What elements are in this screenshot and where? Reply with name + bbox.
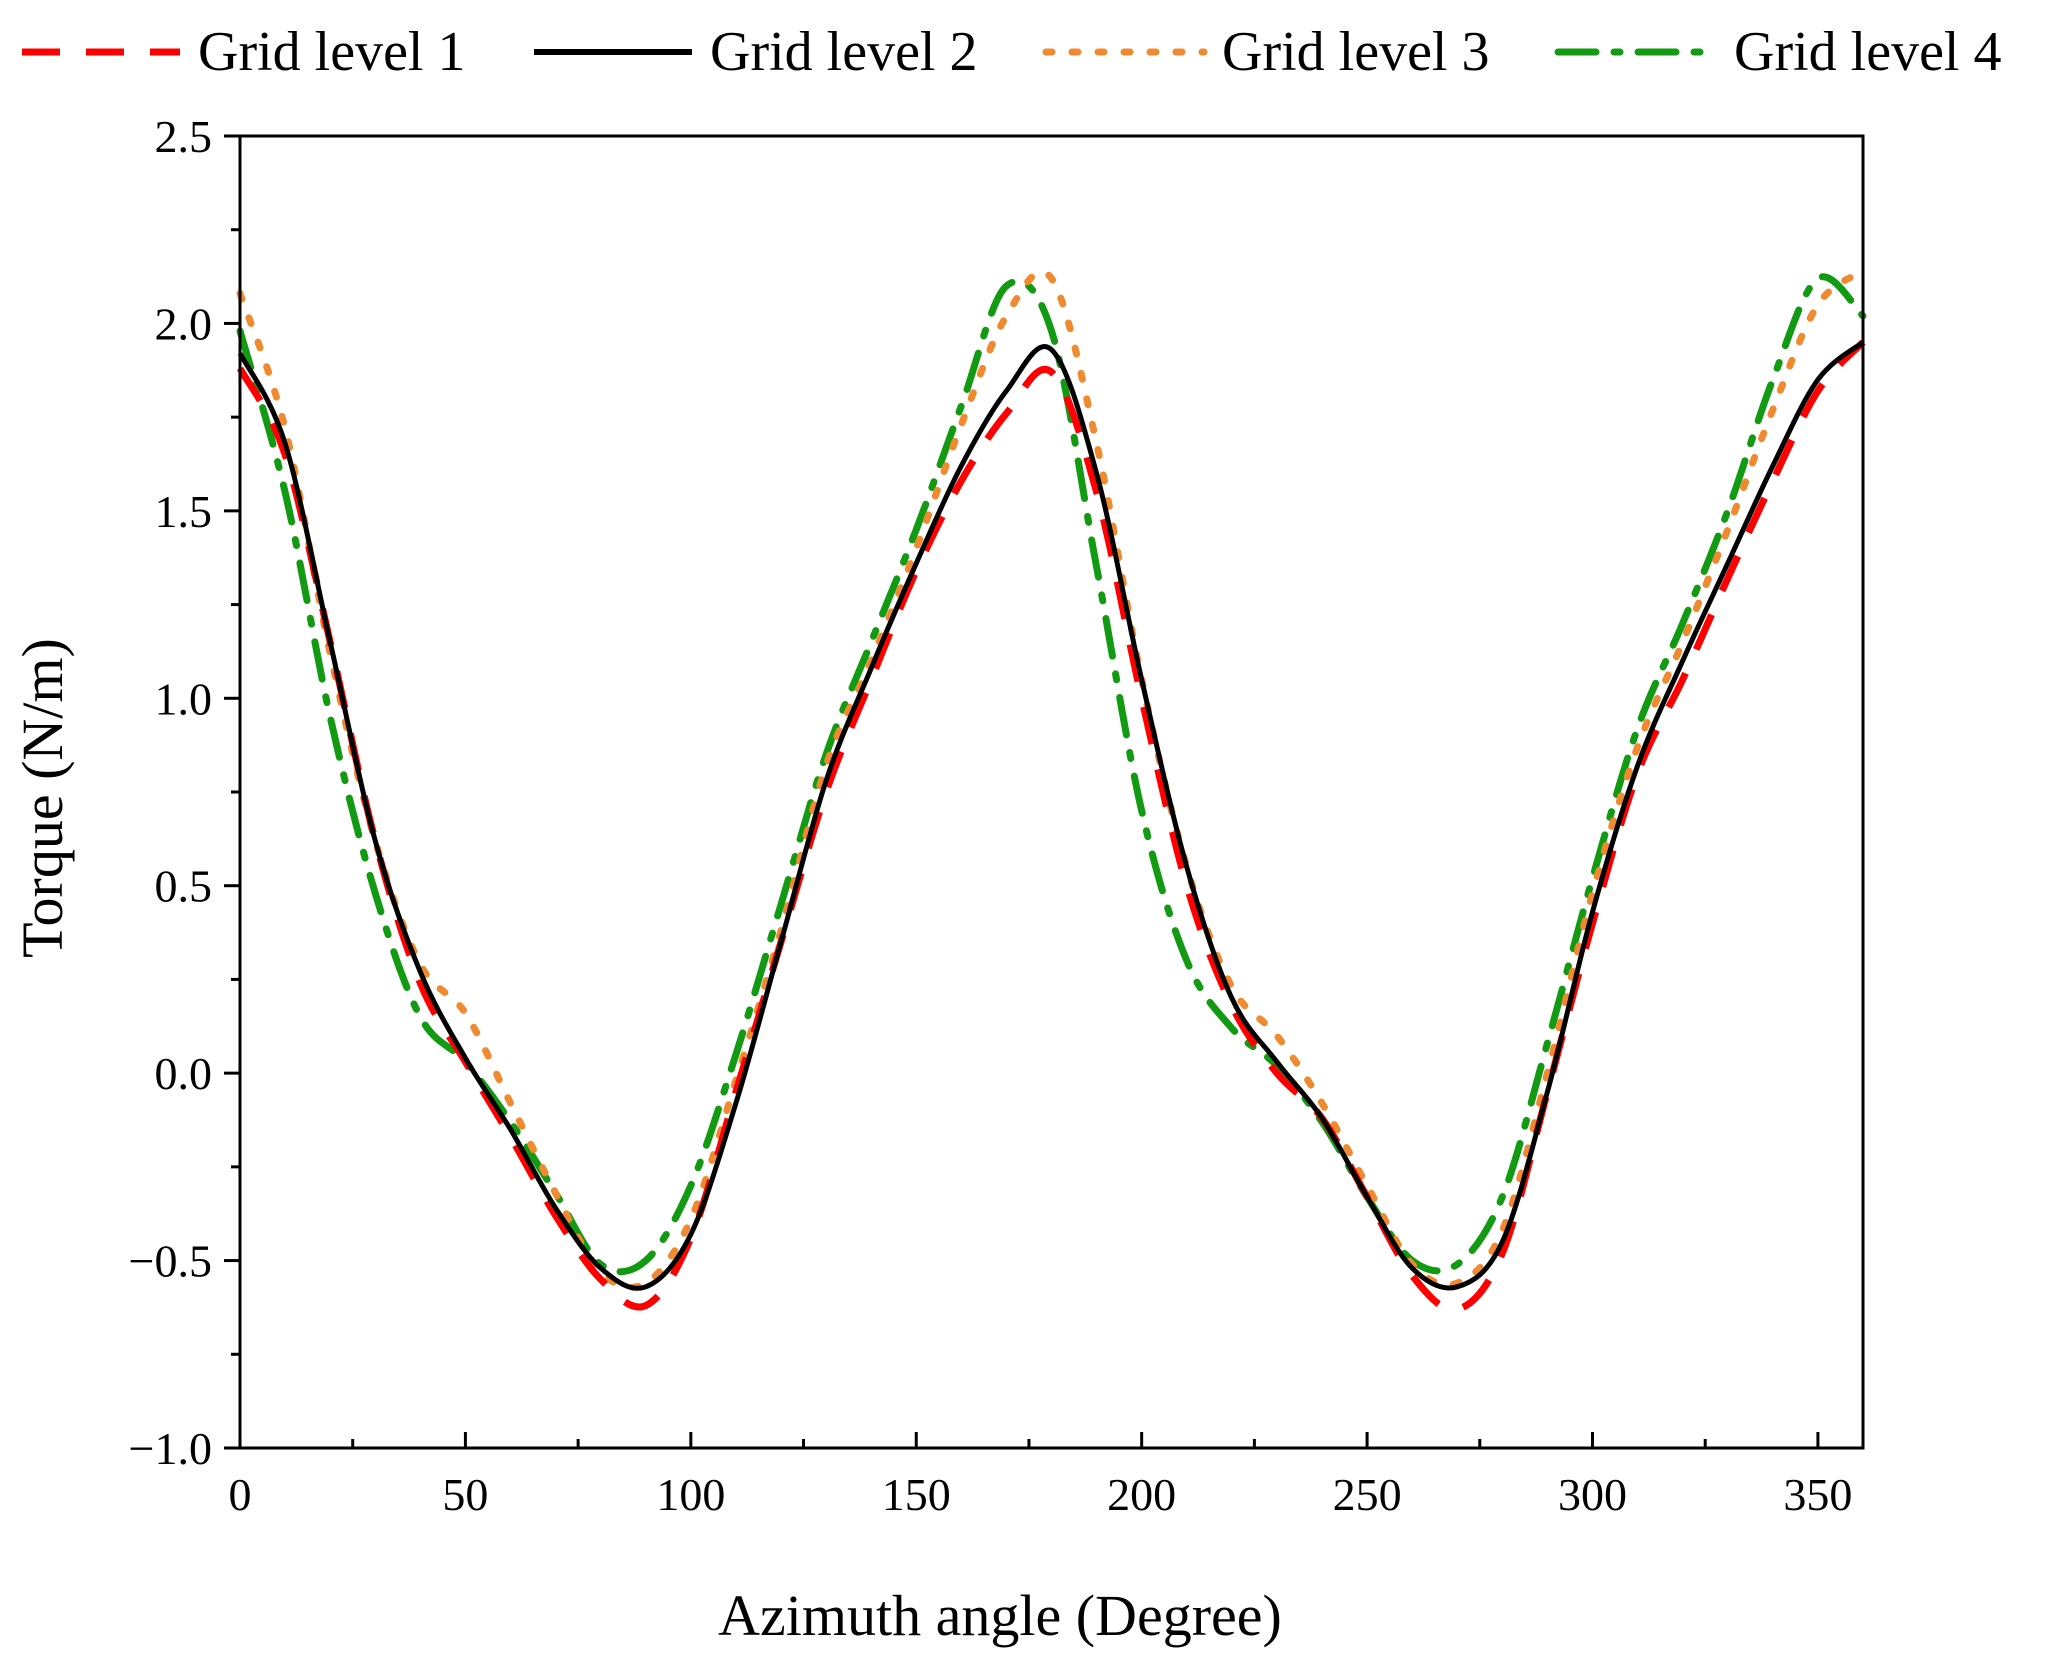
- series-line-4: [236, 273, 1867, 1276]
- y-tick-label: 0.5: [155, 861, 213, 912]
- x-tick-label: 50: [442, 1469, 488, 1520]
- y-tick-label: −0.5: [129, 1236, 212, 1287]
- x-tick-label: 150: [882, 1469, 951, 1520]
- x-tick-label: 350: [1783, 1469, 1852, 1520]
- x-tick-label: 0: [229, 1469, 252, 1520]
- legend-label-2: Grid level 2: [710, 21, 977, 83]
- y-axis-title: Torque (N/m): [10, 638, 75, 958]
- x-tick-label: 200: [1107, 1469, 1176, 1520]
- axes: 0 50 100 150 200 250 300 350 −1.0 −0.5 0.0 0.5 1.0 1.…: [129, 111, 1865, 1520]
- legend: Grid level 1 Grid level 2 Grid level 3 Grid…: [22, 21, 2001, 83]
- x-axis-title: Azimuth angle (Degree): [718, 1583, 1282, 1648]
- series-line-3: [236, 267, 1867, 1291]
- y-tick-label: 2.5: [155, 111, 213, 162]
- legend-label-4: Grid level 4: [1734, 21, 2001, 83]
- series-layer: [236, 267, 1867, 1314]
- x-tick-label: 300: [1558, 1469, 1627, 1520]
- x-tick-label: 250: [1333, 1469, 1402, 1520]
- series-line-2: [237, 340, 1865, 1291]
- series-line-1: [236, 339, 1866, 1314]
- y-tick-label: 0.0: [155, 1048, 213, 1099]
- y-tick-label: 2.0: [155, 298, 213, 349]
- legend-label-1: Grid level 1: [198, 21, 465, 83]
- y-tick-label: 1.0: [155, 673, 213, 724]
- x-tick-label: 100: [656, 1469, 725, 1520]
- y-tick-label: −1.0: [129, 1423, 212, 1474]
- y-tick-label: 1.5: [155, 486, 213, 537]
- legend-label-3: Grid level 3: [1222, 21, 1489, 83]
